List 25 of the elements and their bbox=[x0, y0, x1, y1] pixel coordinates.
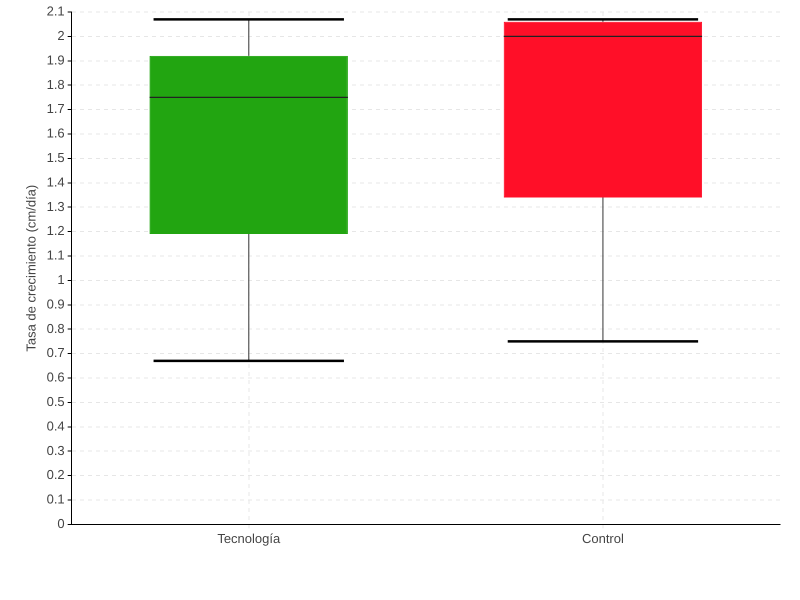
y-tick-label: 1 bbox=[57, 272, 65, 287]
y-tick-label: 2 bbox=[57, 28, 65, 43]
y-tick-label: 1.8 bbox=[46, 76, 65, 92]
y-tick-label: 0.1 bbox=[46, 492, 65, 507]
y-tick-label: 2.1 bbox=[46, 4, 65, 19]
y-tick-label: 1.3 bbox=[46, 198, 65, 214]
y-tick-label: 1.7 bbox=[46, 101, 65, 116]
y-tick-label: 0.5 bbox=[46, 394, 65, 409]
y-tick-label: 0.3 bbox=[46, 442, 65, 458]
y-tick-label: 0.8 bbox=[46, 320, 65, 336]
x-tick-label: Control bbox=[582, 530, 624, 546]
y-tick-label: 0.4 bbox=[46, 418, 65, 434]
y-tick-label: 0.7 bbox=[46, 345, 65, 360]
y-axis-title: Tasa de crecimiento (cm/día) bbox=[23, 184, 38, 352]
x-tick-label: Tecnología bbox=[217, 530, 281, 546]
y-tick-label: 1.5 bbox=[46, 150, 65, 165]
y-tick-label: 0.9 bbox=[46, 296, 65, 312]
y-tick-label: 1.1 bbox=[46, 248, 65, 263]
y-tick-label: 0 bbox=[57, 516, 65, 531]
y-tick-label: 1.4 bbox=[46, 174, 65, 190]
y-tick-label: 0.6 bbox=[46, 370, 65, 385]
y-tick-label: 1.6 bbox=[46, 126, 65, 141]
y-tick-label: 1.2 bbox=[46, 223, 65, 238]
y-tick-label: 1.9 bbox=[46, 52, 65, 68]
y-tick-label: 0.2 bbox=[46, 467, 65, 482]
